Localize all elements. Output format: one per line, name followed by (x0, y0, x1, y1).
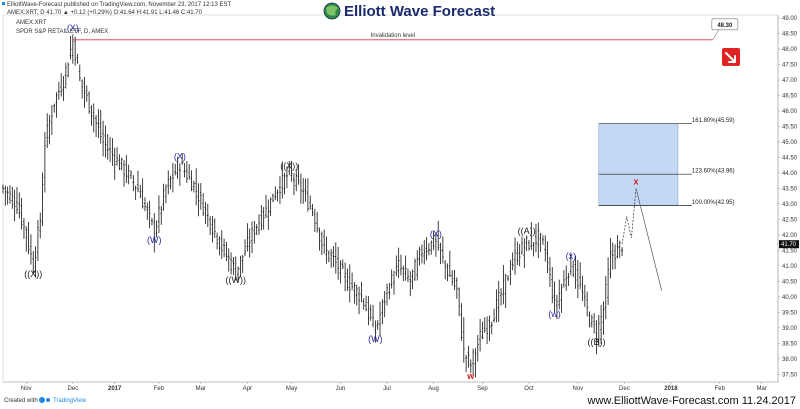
created-with-label: Created with (4, 398, 38, 404)
y-tick-label: 40.00 (782, 295, 798, 301)
x-tick-label: 2017 (108, 386, 122, 392)
ewf-globe-icon (323, 2, 341, 20)
fib-level-label: 100.00%(42.95) (692, 200, 735, 206)
wave-label: ((X)) (280, 161, 298, 171)
projection-path (621, 188, 637, 245)
x-tick-label: Mar (196, 386, 206, 392)
invalidation-label: Invalidation level (371, 33, 415, 39)
last-price-label: 41.70 (781, 242, 797, 248)
invalidation-value-box (711, 18, 739, 31)
x-tick-label: Mar (757, 386, 767, 392)
y-tick-label: 40.50 (782, 279, 798, 285)
y-tick-label: 39.50 (782, 310, 798, 316)
wave-label: x (634, 176, 639, 186)
x-tick-label: May (286, 386, 297, 392)
tradingview-header: ElliottWave-Forecast published on Tradin… (2, 2, 231, 16)
x-tick-label: Aug (428, 386, 439, 392)
wave-label: (X) (430, 229, 442, 239)
x-tick-label: Nov (21, 386, 32, 392)
x-tick-label: Oct (524, 386, 534, 392)
y-tick-label: 48.00 (782, 47, 798, 53)
publisher-line: ElliottWave-Forecast published on Tradin… (7, 2, 231, 8)
x-tick-label: Jun (336, 386, 346, 392)
brand-name: Elliott Wave Forecast (344, 3, 495, 20)
x-tick-label: Jul (383, 386, 391, 392)
fibonacci-box (598, 123, 679, 206)
arrow-badge[interactable] (722, 48, 740, 66)
y-tick-label: 49.00 (782, 16, 798, 22)
wave-labels: (X) ((X)) (W) (X) ((W)) ((X)) (W) (X) w ((A)) (w) (… (24, 23, 638, 381)
symbol-label: AMEX:XRT (16, 20, 47, 26)
tradingview-label: TradingView (53, 398, 87, 404)
y-tick-label: 39.00 (782, 326, 798, 332)
y-tick-label: 48.50 (782, 32, 798, 38)
y-tick-label: 44.00 (782, 171, 798, 177)
last-price-marker (779, 240, 799, 249)
wave-label: (X) (67, 23, 79, 33)
fibonacci-zone: 161.80%(45.59) 123.60%(43.96) 100.00%(42.9… (598, 118, 735, 206)
wave-label: (w) (548, 309, 561, 319)
wave-label: w (466, 371, 475, 381)
x-tick-label: Apr (243, 386, 252, 392)
invalidation-value-label: 48.30 (717, 23, 733, 29)
y-tick-label: 42.00 (782, 233, 798, 239)
wave-label: (x) (566, 251, 577, 261)
wave-label: ((A)) (518, 226, 536, 236)
price-axis: 37.50 38.00 38.50 39.00 39.50 40.00 40.50 41.00… (778, 16, 798, 378)
fib-level-label: 161.80%(45.59) (692, 118, 735, 124)
y-tick-label: 45.50 (782, 124, 798, 130)
y-tick-label: 43.00 (782, 202, 798, 208)
quote-line: AMEX:XRT, D 41.70 ▲ +0.12 (+0.29%) O:41.… (7, 10, 203, 16)
y-tick-label: 38.00 (782, 357, 798, 363)
expected-decline-line (635, 188, 662, 291)
y-tick-label: 47.50 (782, 63, 798, 69)
x-tick-label: 2018 (664, 386, 678, 392)
time-axis: Nov Dec 2017 Feb Mar Apr May Jun Jul Aug Sep Oct Nov… (21, 382, 767, 392)
y-tick-label: 46.00 (782, 109, 798, 115)
y-tick-label: 37.50 (782, 372, 798, 378)
x-tick-label: Dec (619, 386, 630, 392)
chart-title: SPDR S&P RETAIL ETF, D, AMEX (16, 29, 108, 35)
tradingview-icon (39, 397, 50, 403)
x-tick-label: Feb (715, 386, 726, 392)
y-tick-label: 41.00 (782, 264, 798, 270)
y-tick-label: 43.50 (782, 186, 798, 192)
price-bars (2, 34, 624, 378)
y-tick-label: 41.50 (782, 248, 798, 254)
wave-label: ((W)) (225, 275, 245, 285)
x-tick-label: Nov (573, 386, 584, 392)
wave-label: (X) (174, 152, 186, 162)
fib-level-label: 123.60%(43.96) (692, 169, 735, 175)
wave-label: (W) (368, 334, 383, 344)
invalidation-callout-line (712, 29, 720, 40)
x-tick-label: Feb (154, 386, 165, 392)
annotation-lines: Invalidation level 48.30 41.70 (72, 18, 799, 291)
y-tick-label: 44.50 (782, 155, 798, 161)
y-tick-label: 42.50 (782, 217, 798, 223)
x-tick-label: Sep (477, 386, 488, 392)
y-tick-label: 46.50 (782, 94, 798, 100)
y-tick-label: 47.00 (782, 78, 798, 84)
y-tick-label: 45.00 (782, 140, 798, 146)
wave-label: (W) (147, 235, 162, 245)
site-and-date: www.ElliottWave-Forecast.com 11.24.2017 (587, 395, 796, 407)
y-tick-label: 38.50 (782, 341, 798, 347)
wave-label: ((X)) (24, 269, 42, 279)
footer: Created with TradingView www.ElliottWave… (4, 395, 796, 407)
brand-block: Elliott Wave Forecast (323, 2, 495, 20)
wave-label: ((B)) (587, 337, 605, 347)
x-tick-label: Dec (67, 386, 78, 392)
tradingview-icon (2, 2, 5, 5)
